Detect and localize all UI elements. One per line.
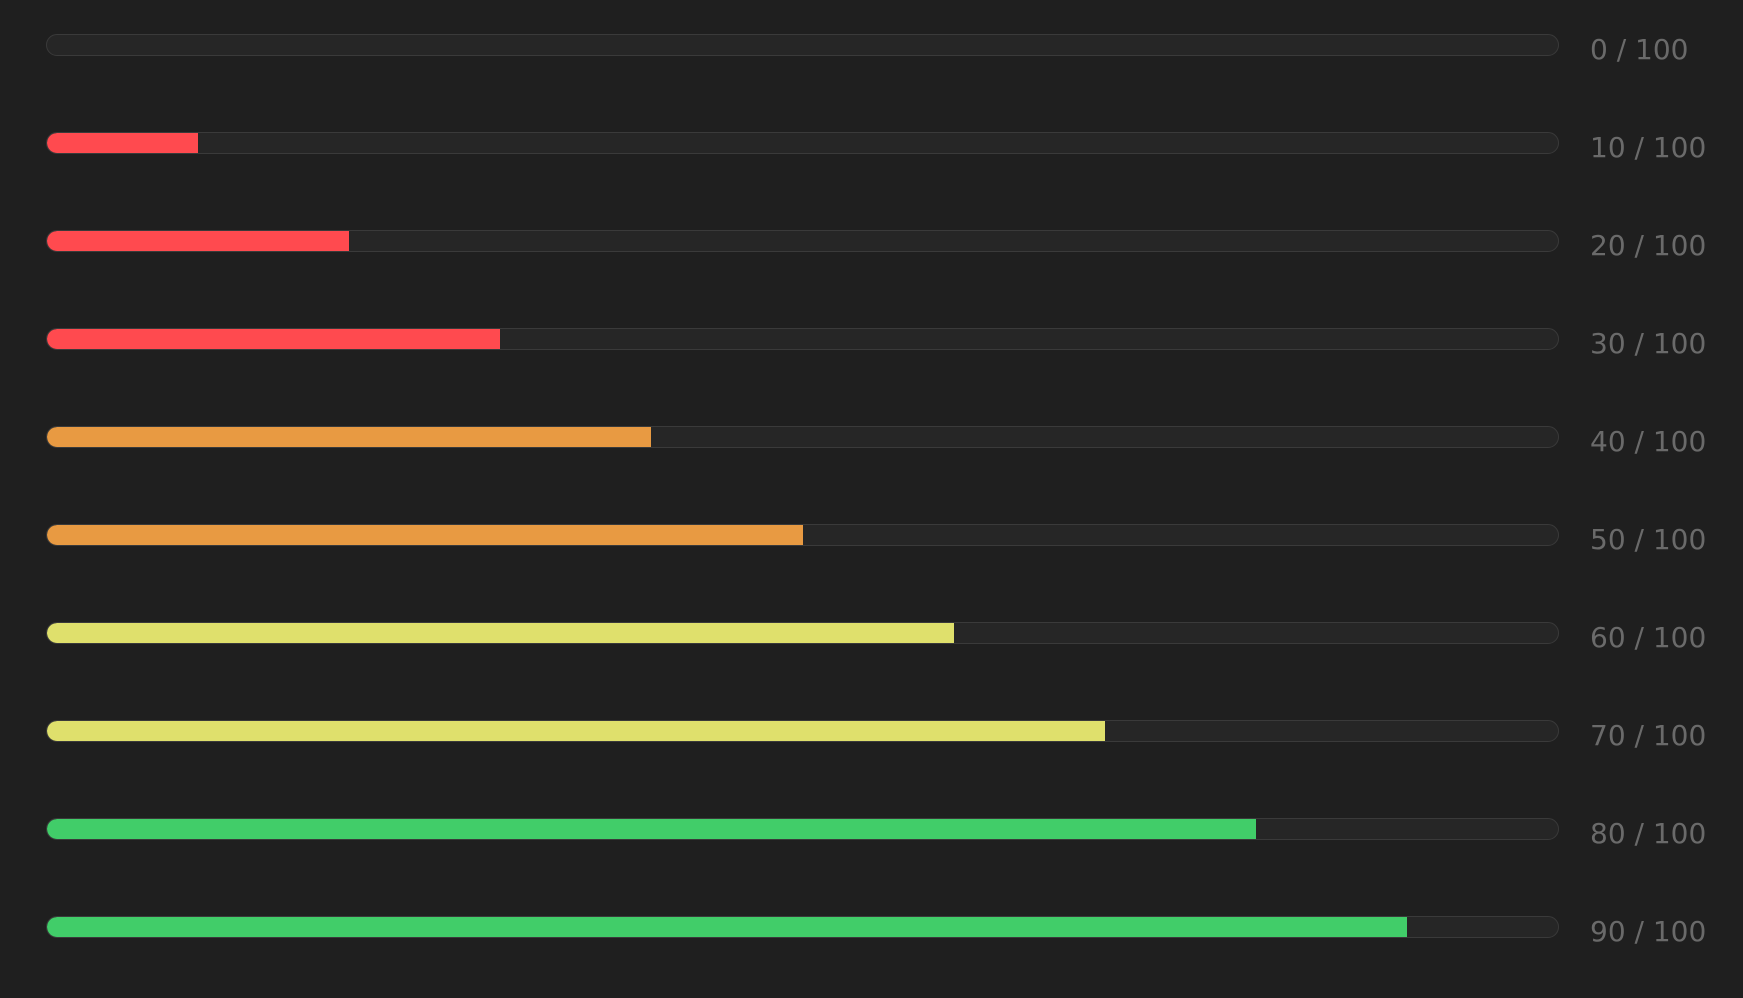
meter-value-label: 70 / 100 (1590, 719, 1707, 752)
meter-row: 60 / 100 (0, 612, 1743, 654)
meter-fill (47, 427, 652, 447)
meter-value-label: 0 / 100 (1590, 33, 1689, 66)
meter-row: 0 / 100 (0, 24, 1743, 66)
meter-fill (47, 231, 350, 251)
meter-track (46, 34, 1559, 56)
meter-fill (47, 721, 1105, 741)
meter-value-label: 10 / 100 (1590, 131, 1707, 164)
meter-value-label: 90 / 100 (1590, 915, 1707, 948)
meter-row: 90 / 100 (0, 906, 1743, 948)
meter-row: 70 / 100 (0, 710, 1743, 752)
meter-fill (47, 525, 803, 545)
meter-value-label: 20 / 100 (1590, 229, 1707, 262)
meter-track (46, 818, 1559, 840)
meter-row: 50 / 100 (0, 514, 1743, 556)
meter-row: 20 / 100 (0, 220, 1743, 262)
meter-fill (47, 917, 1407, 937)
meter-fill (47, 133, 199, 153)
meter-fill (47, 329, 501, 349)
meter-row: 10 / 100 (0, 122, 1743, 164)
meter-fill (47, 819, 1256, 839)
meter-row: 40 / 100 (0, 416, 1743, 458)
meter-track (46, 524, 1559, 546)
meter-value-label: 30 / 100 (1590, 327, 1707, 360)
meter-track (46, 916, 1559, 938)
meter-track (46, 426, 1559, 448)
meter-value-label: 60 / 100 (1590, 621, 1707, 654)
meter-row: 30 / 100 (0, 318, 1743, 360)
meter-value-label: 80 / 100 (1590, 817, 1707, 850)
meter-value-label: 50 / 100 (1590, 523, 1707, 556)
meter-track (46, 132, 1559, 154)
meter-track (46, 230, 1559, 252)
meter-track (46, 328, 1559, 350)
meter-value-label: 40 / 100 (1590, 425, 1707, 458)
meter-row: 80 / 100 (0, 808, 1743, 850)
meter-fill (47, 623, 954, 643)
meter-track (46, 720, 1559, 742)
meter-track (46, 622, 1559, 644)
